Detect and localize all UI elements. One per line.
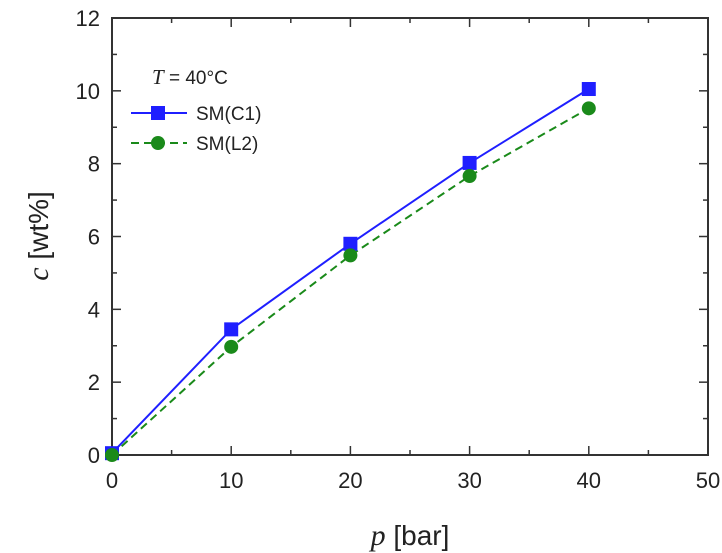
data-point-sm-c1 [581, 82, 596, 97]
legend: SM(C1) SM(L2) [131, 104, 261, 155]
x-axis-label: p [bar] [369, 519, 450, 552]
y-tick-label: 10 [76, 79, 100, 104]
data-point-sm-l2 [462, 169, 477, 184]
x-tick-label: 30 [457, 468, 481, 493]
temperature-annotation: T = 40°C [152, 65, 228, 89]
x-tick-label: 10 [219, 468, 243, 493]
data-point-sm-l2 [581, 101, 596, 116]
y-tick-label: 6 [88, 225, 100, 250]
legend-label-sm-l2: SM(L2) [196, 134, 258, 155]
y-tick-label: 4 [88, 297, 100, 322]
x-tick-label: 40 [577, 468, 601, 493]
series-line-sm-l2 [111, 107, 590, 456]
x-tick-label: 0 [106, 468, 118, 493]
series-layer [105, 82, 596, 462]
data-point-sm-c1 [462, 155, 477, 170]
y-tick-label: 12 [76, 6, 100, 31]
annotation-var: T [152, 65, 165, 89]
x-axis-label-unit: [bar] [386, 520, 450, 551]
data-point-sm-l2 [224, 339, 239, 354]
legend-marker-sm-l2 [151, 136, 165, 150]
data-point-sm-l2 [105, 448, 119, 462]
annotation-text: = 40°C [164, 68, 228, 89]
x-tick-label: 20 [338, 468, 362, 493]
x-axis-label-var: p [369, 519, 386, 552]
legend-label-sm-c1: SM(C1) [196, 104, 261, 125]
y-axis-ticks: 0 2 4 6 8 10 12 [76, 6, 708, 468]
data-point-sm-c1 [343, 236, 358, 251]
x-axis-ticks: 0 10 20 30 40 50 [106, 18, 720, 493]
x-tick-label: 50 [696, 468, 720, 493]
y-tick-label: 8 [88, 152, 100, 177]
y-axis-label-unit: [wt%] [23, 191, 54, 267]
legend-marker-sm-c1 [151, 106, 165, 120]
data-point-sm-l2 [343, 248, 358, 263]
y-tick-label: 2 [88, 370, 100, 395]
data-point-sm-c1 [224, 322, 239, 337]
y-axis-label: c [wt%] [22, 191, 55, 281]
y-axis-label-var: c [22, 267, 55, 280]
y-tick-label: 0 [88, 443, 100, 468]
